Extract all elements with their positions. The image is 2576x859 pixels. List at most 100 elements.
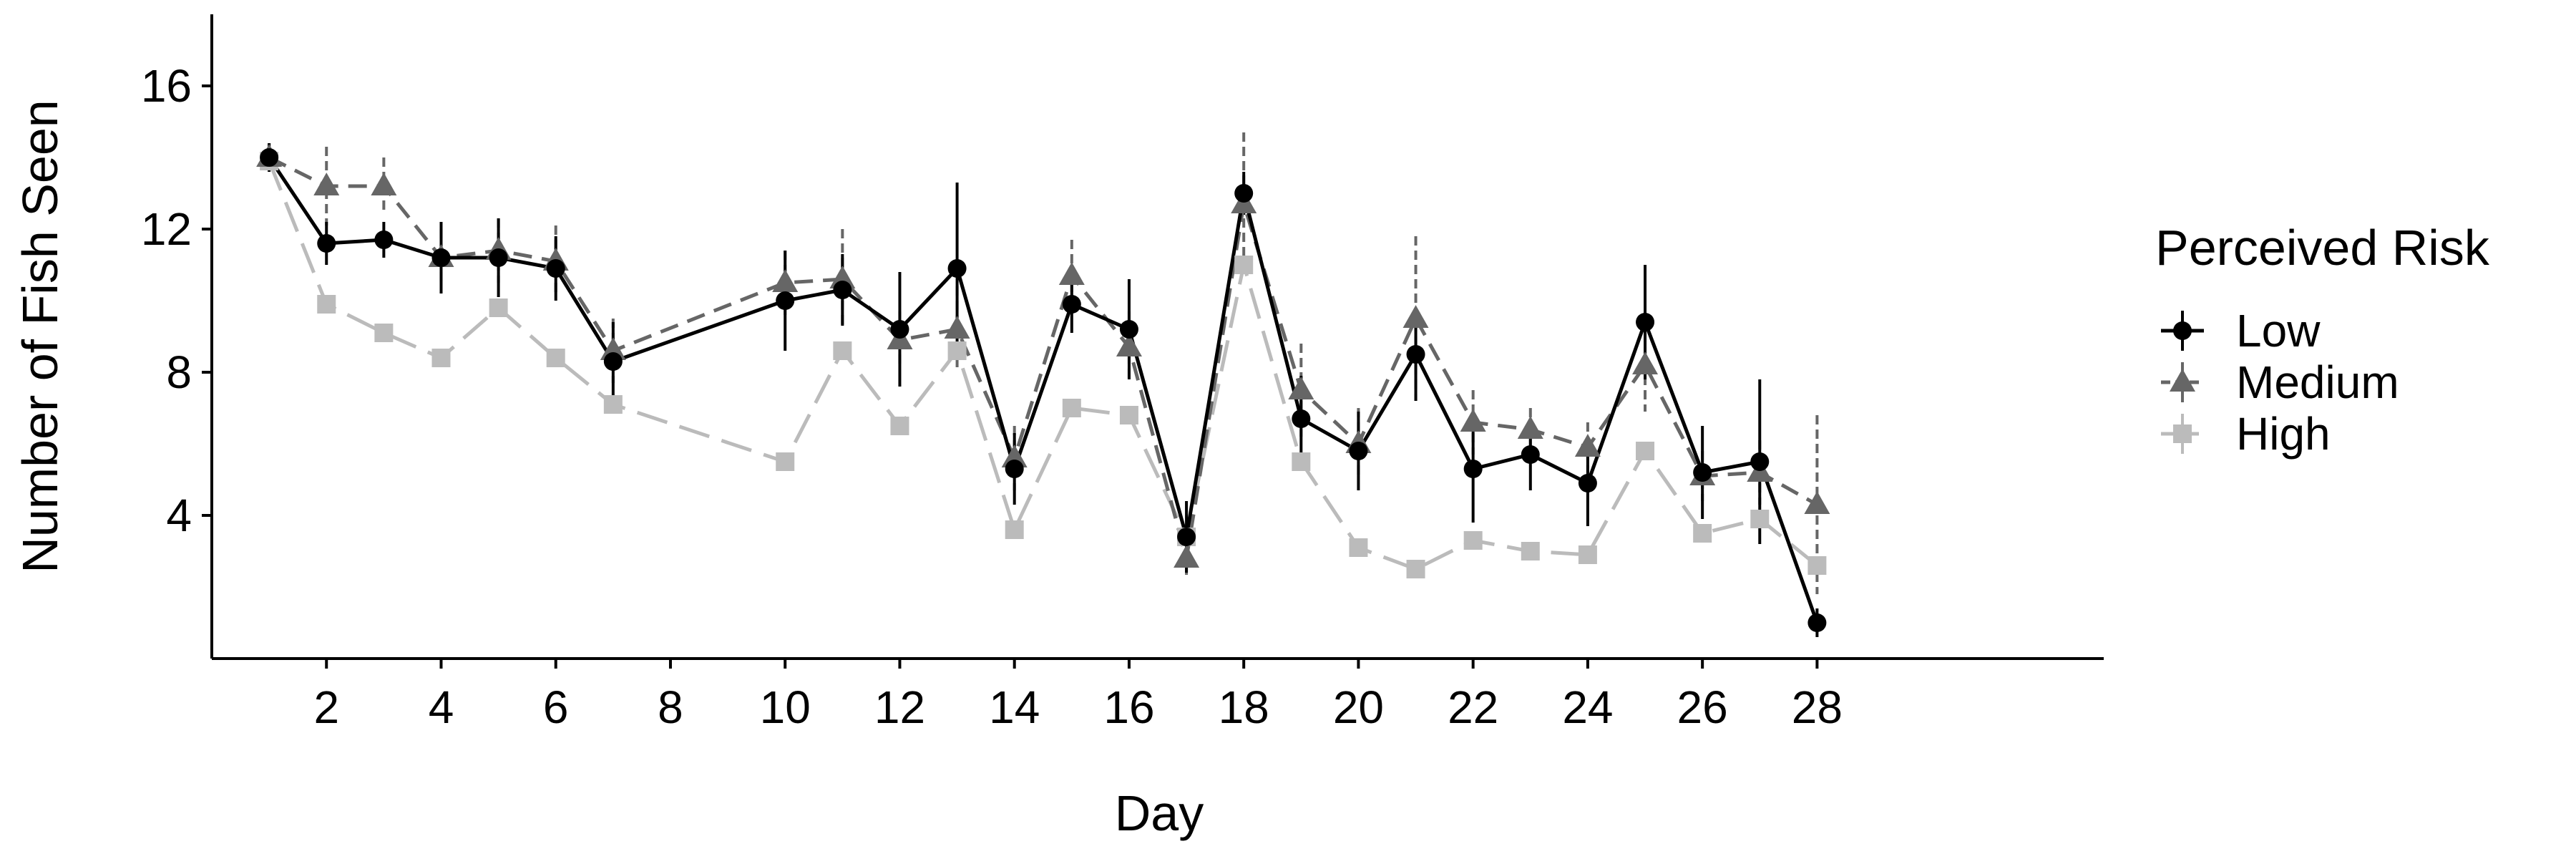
high-series-line	[267, 160, 1818, 571]
medium-series-line	[268, 155, 1818, 560]
high-data-point	[1292, 452, 1311, 471]
high-data-point	[1005, 520, 1024, 539]
medium-data-point	[371, 173, 397, 195]
legend-medium-label: Medium	[2236, 356, 2399, 408]
medium-data-point	[1804, 491, 1830, 514]
low-data-point	[1177, 528, 1196, 546]
x-tick-label: 20	[1333, 681, 1384, 733]
high-data-point	[776, 452, 795, 471]
low-data-point	[1119, 320, 1138, 339]
x-tick-label: 28	[1792, 681, 1843, 733]
series-points	[256, 144, 1830, 632]
high-data-point	[1406, 560, 1425, 578]
medium-data-point	[1460, 409, 1486, 432]
low-data-point	[1807, 613, 1827, 632]
low-data-point	[1750, 452, 1770, 471]
low-data-point	[374, 230, 394, 249]
high-data-point	[833, 341, 852, 360]
high-data-point	[1463, 531, 1483, 550]
high-data-point	[890, 417, 909, 435]
high-data-point	[431, 349, 451, 367]
x-ticks: 2 4 6 8 10 12 14 16 18 20 22 24 26 28	[313, 659, 1843, 733]
low-data-point	[1463, 460, 1483, 478]
medium-data-point	[1288, 377, 1314, 399]
high-data-point	[1750, 510, 1770, 528]
medium-data-point	[772, 269, 799, 292]
axes	[210, 14, 2104, 660]
x-tick-label: 4	[429, 681, 454, 733]
x-tick-label: 18	[1219, 681, 1269, 733]
x-tick-label: 22	[1448, 681, 1498, 733]
x-tick-label: 24	[1562, 681, 1613, 733]
x-tick-label: 26	[1677, 681, 1728, 733]
x-tick-label: 2	[313, 681, 339, 733]
medium-data-point	[829, 266, 856, 288]
high-data-point	[374, 324, 394, 342]
legend-title: Perceived Risk	[2155, 220, 2490, 276]
low-data-point	[833, 281, 852, 299]
low-data-point	[260, 148, 279, 167]
y-tick-label: 16	[141, 60, 192, 112]
legend-low-label: Low	[2236, 305, 2321, 356]
high-data-point	[1349, 538, 1368, 557]
medium-data-point	[313, 173, 340, 195]
x-tick-label: 6	[543, 681, 569, 733]
high-data-point	[546, 349, 565, 367]
medium-data-point	[1058, 262, 1085, 285]
high-data-point	[1693, 524, 1712, 543]
medium-data-point	[1001, 445, 1028, 467]
medium-data-point	[600, 337, 626, 360]
high-data-point	[1807, 556, 1827, 575]
x-axis-title: Day	[1115, 785, 1204, 841]
low-data-point	[890, 320, 909, 339]
high-data-point	[1636, 442, 1655, 460]
low-data-point	[546, 259, 565, 278]
low-data-point	[431, 248, 451, 267]
low-data-point	[1005, 460, 1024, 478]
high-data-point	[1521, 542, 1540, 560]
y-axis-title: Number of Fish Seen	[12, 100, 68, 573]
medium-data-point	[1517, 416, 1543, 439]
high-data-point	[947, 341, 967, 360]
y-ticks: 4 8 12 16	[141, 60, 212, 541]
high-data-point	[1062, 399, 1081, 417]
high-data-point	[317, 295, 336, 314]
low-data-point	[1578, 474, 1597, 492]
low-data-point	[489, 248, 508, 267]
low-data-point	[1349, 442, 1368, 460]
x-tick-label: 10	[760, 681, 811, 733]
legend-high-marker	[2173, 424, 2192, 443]
high-data-point	[1234, 256, 1254, 274]
high-data-point	[489, 299, 508, 317]
x-tick-label: 12	[874, 681, 925, 733]
legend-medium-marker	[2170, 369, 2195, 392]
x-tick-label: 8	[658, 681, 683, 733]
x-tick-label: 14	[989, 681, 1040, 733]
medium-data-point	[1174, 545, 1200, 568]
y-tick-label: 8	[166, 346, 192, 398]
low-data-point	[317, 234, 336, 253]
y-tick-label: 4	[166, 490, 192, 541]
medium-data-point	[944, 316, 970, 339]
low-data-point	[1693, 463, 1712, 482]
low-data-point	[1636, 313, 1655, 331]
low-data-point	[1406, 345, 1425, 364]
medium-data-point	[1574, 434, 1601, 457]
low-data-point	[1521, 445, 1540, 464]
low-data-point	[947, 259, 967, 278]
y-tick-label: 12	[141, 203, 192, 255]
medium-data-point	[1402, 305, 1429, 328]
medium-data-point	[1632, 351, 1659, 374]
low-data-point	[603, 352, 623, 371]
high-data-point	[1119, 406, 1138, 424]
high-data-point	[1578, 545, 1597, 564]
low-data-point	[1292, 409, 1311, 428]
legend-low-marker	[2173, 321, 2192, 340]
high-data-point	[603, 395, 623, 414]
low-data-point	[1062, 295, 1081, 314]
legend-high-label: High	[2236, 408, 2331, 460]
x-tick-label: 16	[1103, 681, 1154, 733]
low-data-point	[1234, 184, 1254, 203]
